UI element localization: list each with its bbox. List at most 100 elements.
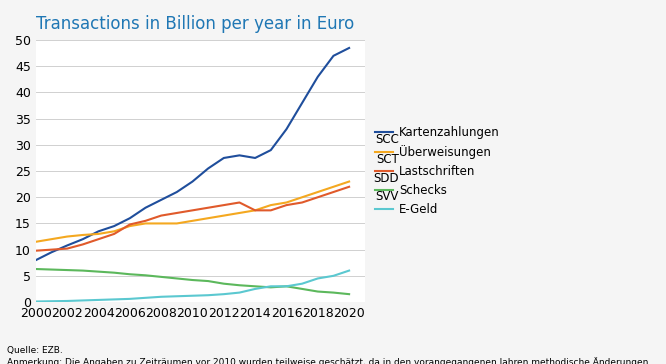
Kartenzahlungen xyxy=(47,250,55,254)
E-Geld xyxy=(188,293,196,298)
E-Geld xyxy=(110,297,118,302)
Überweisungen xyxy=(345,179,353,184)
Kartenzahlungen xyxy=(95,229,103,233)
E-Geld xyxy=(172,294,180,298)
Schecks xyxy=(157,275,165,279)
Schecks xyxy=(32,267,40,271)
Lastschriften xyxy=(172,211,180,215)
E-Geld xyxy=(298,281,306,286)
Text: SVV: SVV xyxy=(376,190,399,203)
Kartenzahlungen xyxy=(172,190,180,194)
Überweisungen xyxy=(330,185,338,189)
Text: SDD: SDD xyxy=(374,171,399,185)
Lastschriften xyxy=(204,206,212,210)
E-Geld xyxy=(95,298,103,302)
Text: Quelle: EZB.: Quelle: EZB. xyxy=(7,346,63,355)
Schecks xyxy=(188,278,196,282)
Lastschriften xyxy=(267,208,275,213)
E-Geld xyxy=(267,284,275,289)
Überweisungen xyxy=(141,221,149,226)
E-Geld xyxy=(141,296,149,300)
Schecks xyxy=(267,285,275,289)
Schecks xyxy=(236,283,244,288)
Kartenzahlungen xyxy=(251,156,259,160)
Kartenzahlungen xyxy=(32,258,40,262)
Lastschriften xyxy=(188,208,196,213)
Schecks xyxy=(282,284,290,289)
E-Geld xyxy=(282,284,290,289)
Schecks xyxy=(47,268,55,272)
Line: Lastschriften: Lastschriften xyxy=(36,187,349,251)
Lastschriften xyxy=(282,203,290,207)
Kartenzahlungen xyxy=(236,153,244,158)
E-Geld xyxy=(220,292,228,296)
E-Geld xyxy=(251,287,259,291)
Überweisungen xyxy=(204,216,212,220)
Line: Überweisungen: Überweisungen xyxy=(36,182,349,242)
Kartenzahlungen xyxy=(110,224,118,228)
Schecks xyxy=(345,292,353,296)
Kartenzahlungen xyxy=(204,166,212,171)
Lastschriften xyxy=(126,222,134,227)
Lastschriften xyxy=(236,200,244,205)
E-Geld xyxy=(330,274,338,278)
E-Geld xyxy=(314,276,322,281)
Schecks xyxy=(298,287,306,291)
Text: Transactions in Billion per year in Euro: Transactions in Billion per year in Euro xyxy=(36,15,354,33)
E-Geld xyxy=(47,299,55,304)
Legend: Kartenzahlungen, Überweisungen, Lastschriften, Schecks, E-Geld: Kartenzahlungen, Überweisungen, Lastschr… xyxy=(371,122,504,221)
Lastschriften xyxy=(47,248,55,252)
Überweisungen xyxy=(172,221,180,226)
Lastschriften xyxy=(141,219,149,223)
Schecks xyxy=(126,272,134,276)
Überweisungen xyxy=(298,195,306,199)
Kartenzahlungen xyxy=(220,156,228,160)
E-Geld xyxy=(157,294,165,299)
Kartenzahlungen xyxy=(188,179,196,184)
Kartenzahlungen xyxy=(267,148,275,152)
E-Geld xyxy=(63,299,71,303)
Überweisungen xyxy=(267,203,275,207)
Line: Kartenzahlungen: Kartenzahlungen xyxy=(36,48,349,260)
Schecks xyxy=(251,284,259,289)
Lastschriften xyxy=(63,246,71,251)
Überweisungen xyxy=(95,232,103,236)
Lastschriften xyxy=(95,237,103,241)
E-Geld xyxy=(236,290,244,295)
Überweisungen xyxy=(251,208,259,213)
Lastschriften xyxy=(32,249,40,253)
Lastschriften xyxy=(110,232,118,236)
Kartenzahlungen xyxy=(282,127,290,131)
Lastschriften xyxy=(298,200,306,205)
Lastschriften xyxy=(345,185,353,189)
Überweisungen xyxy=(236,211,244,215)
Überweisungen xyxy=(157,221,165,226)
Kartenzahlungen xyxy=(126,216,134,220)
Überweisungen xyxy=(220,213,228,218)
Kartenzahlungen xyxy=(345,46,353,50)
Schecks xyxy=(330,290,338,295)
Line: E-Geld: E-Geld xyxy=(36,270,349,301)
Schecks xyxy=(95,269,103,274)
Überweisungen xyxy=(47,237,55,241)
E-Geld xyxy=(345,268,353,273)
Schecks xyxy=(63,268,71,272)
Schecks xyxy=(220,281,228,286)
Überweisungen xyxy=(188,219,196,223)
Kartenzahlungen xyxy=(298,101,306,105)
Kartenzahlungen xyxy=(157,198,165,202)
Überweisungen xyxy=(126,224,134,228)
E-Geld xyxy=(126,297,134,301)
Schecks xyxy=(79,268,87,273)
Kartenzahlungen xyxy=(141,206,149,210)
Lastschriften xyxy=(314,195,322,199)
Überweisungen xyxy=(32,240,40,244)
Schecks xyxy=(141,273,149,277)
E-Geld xyxy=(204,293,212,297)
Lastschriften xyxy=(79,242,87,246)
Schecks xyxy=(172,276,180,281)
Lastschriften xyxy=(251,208,259,213)
Kartenzahlungen xyxy=(63,243,71,248)
Kartenzahlungen xyxy=(314,75,322,79)
Text: SCT: SCT xyxy=(376,153,399,166)
